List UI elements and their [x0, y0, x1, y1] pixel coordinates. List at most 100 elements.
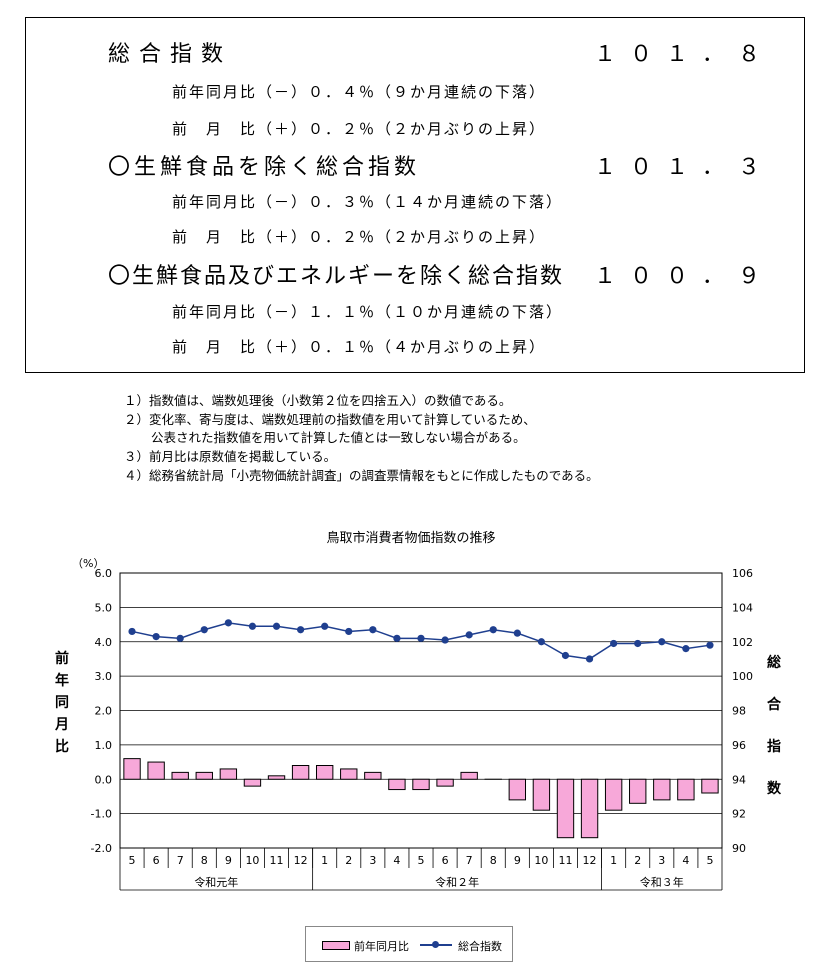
- category-label: 9: [225, 854, 232, 867]
- bar-yoy: [412, 778, 430, 791]
- category-label: 4: [682, 854, 689, 867]
- right-axis-label-char: 数: [767, 780, 782, 797]
- chart-title: 鳥取市消費者物価指数の推移: [326, 530, 495, 546]
- category-label: 7: [177, 854, 184, 867]
- item3-label: 〇生鮮食品及びエネルギーを除く総合指数: [108, 264, 565, 289]
- item1-yoy: 前年同月比（－）０．４％（９か月連続の下落）: [172, 83, 547, 101]
- left-axis-label-char: 年: [55, 672, 69, 689]
- bar-yoy: [123, 758, 141, 780]
- category-label: 9: [514, 854, 521, 867]
- legend-swatch-yoy: [322, 941, 350, 950]
- right-tick-label: 92: [732, 808, 746, 821]
- category-label: 1: [321, 854, 328, 867]
- footnote-1: １）指数値は、端数処理後（小数第２位を四捨五入）の数値である。: [124, 393, 512, 408]
- bar-yoy: [267, 775, 286, 780]
- bar-yoy: [388, 778, 406, 791]
- bar-yoy: [364, 771, 382, 780]
- bar-yoy: [243, 778, 262, 787]
- point-index: [200, 626, 208, 634]
- bar-yoy: [629, 778, 647, 804]
- group-label: 令和３年: [640, 875, 684, 889]
- item2-yoy: 前年同月比（－）０．３％（１４か月連続の下落）: [172, 193, 564, 211]
- bar-yoy: [532, 778, 551, 811]
- bar-yoy: [195, 771, 213, 780]
- point-index: [610, 639, 618, 648]
- left-tick-label: 6.0: [95, 567, 113, 580]
- point-index: [128, 627, 136, 636]
- left-tick-label: 5.0: [95, 601, 113, 614]
- footnote-2: ２）変化率、寄与度は、端数処理前の指数値を用いて計算しているため、: [124, 411, 536, 427]
- item2-label: 〇生鮮食品を除く総合指数: [108, 155, 421, 180]
- right-tick-label: 104: [732, 601, 753, 614]
- item3-yoy: 前年同月比（－）１．１％（１０か月連続の下落）: [172, 303, 564, 321]
- category-label: 5: [129, 854, 136, 867]
- left-axis-unit: （%）: [72, 557, 104, 570]
- point-index: [321, 622, 329, 630]
- category-label: 5: [706, 854, 713, 867]
- category-label: 11: [558, 854, 572, 867]
- footnote-2-cont: 公表された指数値を用いて計算した値とは一致しない場合がある。: [151, 430, 526, 446]
- right-axis-label-char: 総: [767, 654, 781, 671]
- item2-mom: 前 月 比（＋）０．２％（２か月ぶりの上昇）: [172, 228, 547, 246]
- footnotes: １）指数値は、端数処理後（小数第２位を四捨五入）の数値である。 ２）変化率、寄与…: [124, 392, 599, 486]
- bar-yoy: [508, 778, 527, 801]
- point-index: [561, 651, 570, 660]
- bar-yoy: [147, 761, 165, 780]
- point-index: [634, 639, 642, 648]
- left-axis-label-char: 月: [54, 717, 69, 733]
- category-label: 10: [245, 854, 259, 867]
- category-label: 11: [270, 854, 284, 867]
- bar-yoy: [291, 765, 310, 780]
- point-index: [345, 627, 353, 636]
- right-tick-label: 96: [732, 739, 746, 752]
- bar-yoy: [436, 778, 454, 787]
- point-index: [441, 636, 449, 644]
- point-index: [224, 619, 232, 627]
- point-index: [513, 629, 521, 637]
- plot-area: [119, 572, 723, 849]
- right-axis-label-char: 指: [767, 738, 781, 755]
- category-label: 3: [658, 854, 665, 867]
- point-index: [489, 626, 497, 634]
- point-index: [248, 622, 257, 630]
- category-label: 10: [534, 854, 548, 867]
- bar-yoy: [315, 765, 334, 780]
- right-tick-label: 102: [732, 636, 753, 649]
- category-label: 7: [466, 854, 473, 867]
- point-index: [393, 634, 401, 642]
- left-tick-label: 3.0: [95, 670, 113, 683]
- summary-box: 総合指数 １０１．８ 前年同月比（－）０．４％（９か月連続の下落） 前 月 比（…: [25, 17, 805, 373]
- category-label: 8: [490, 854, 497, 867]
- group-label: 令和元年: [194, 875, 238, 889]
- point-index: [658, 638, 666, 646]
- footnote-3: ３）前月比は原数値を掲載している。: [124, 449, 337, 465]
- point-index: [537, 638, 546, 646]
- category-label: 2: [345, 854, 352, 867]
- bar-yoy: [604, 778, 623, 811]
- point-index: [417, 634, 425, 642]
- category-label: 5: [418, 854, 425, 867]
- point-index: [369, 626, 377, 634]
- bar-yoy: [340, 768, 358, 780]
- point-index: [465, 631, 473, 639]
- category-label: 6: [442, 854, 449, 867]
- category-label: 12: [294, 854, 308, 867]
- group-label: 令和２年: [435, 875, 479, 889]
- right-tick-label: 106: [732, 567, 753, 580]
- left-axis-label-char: 同: [55, 695, 69, 711]
- item1-mom: 前 月 比（＋）０．２％（２か月ぶりの上昇）: [172, 120, 547, 138]
- legend-label-yoy: 前年同月比: [354, 940, 409, 953]
- point-index: [585, 655, 594, 663]
- item3-mom: 前 月 比（＋）０．１％（４か月ぶりの上昇）: [172, 338, 547, 356]
- category-label: 12: [583, 854, 597, 867]
- right-tick-label: 94: [732, 773, 746, 786]
- right-tick-label: 100: [732, 670, 753, 683]
- bar-yoy: [171, 771, 189, 780]
- bar-yoy: [677, 778, 695, 801]
- bar-yoy: [701, 778, 719, 794]
- point-index: [682, 645, 690, 653]
- point-index: [272, 622, 281, 630]
- left-tick-label: -1.0: [91, 808, 112, 821]
- category-label: 1: [610, 854, 617, 867]
